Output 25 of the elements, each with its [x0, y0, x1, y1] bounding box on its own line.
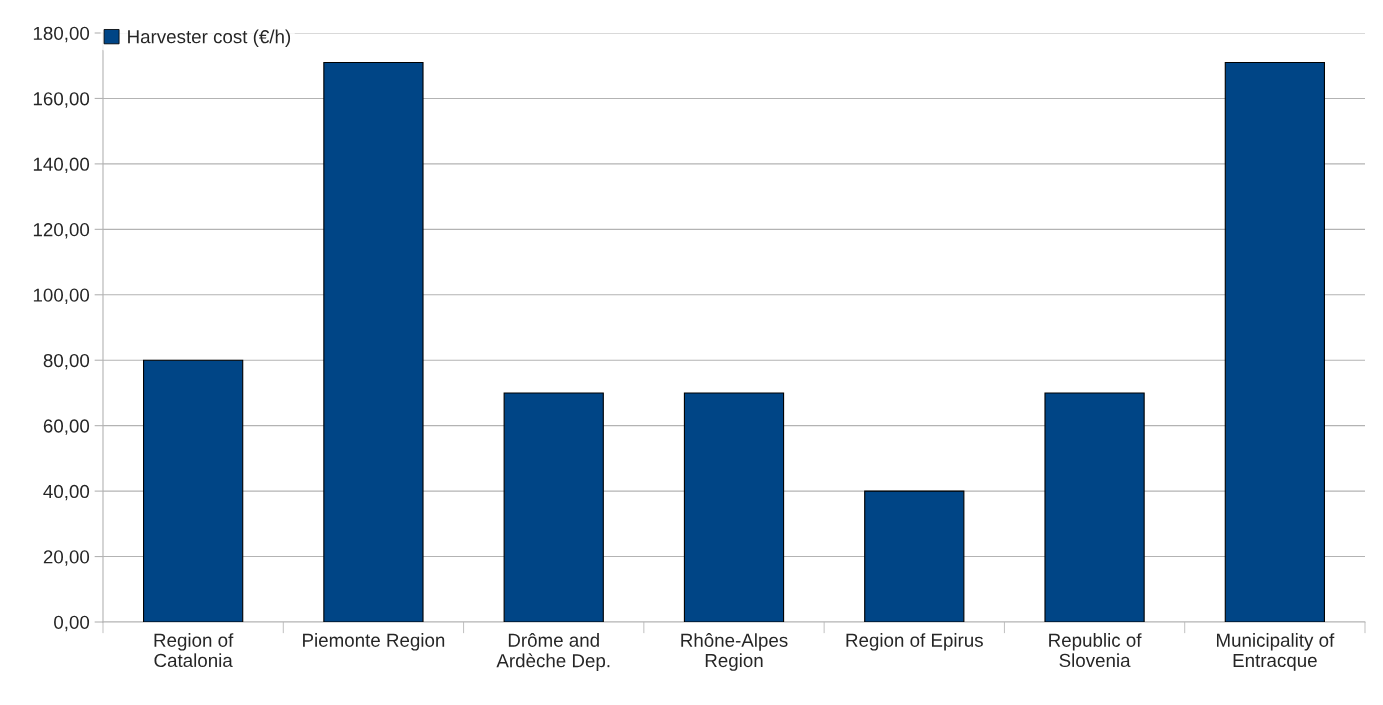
y-tick-label: 100,00	[33, 288, 90, 304]
x-tick-label: Drôme and Ardèche Dep.	[496, 633, 610, 672]
x-tick-label: Region of Epirus	[846, 633, 983, 651]
y-tick-label: 120,00	[33, 223, 90, 239]
y-tick-label: 160,00	[33, 92, 90, 108]
bar	[683, 392, 785, 622]
y-tick-label: 140,00	[33, 157, 90, 174]
bar	[1224, 61, 1325, 622]
y-tick-label: 60,00	[43, 419, 90, 435]
x-tick-label: Rhône-Alpes Region	[681, 633, 788, 671]
x-tick-label: Piemonte Region	[303, 633, 445, 651]
legend-label: Harvester cost (€/h)	[128, 29, 291, 48]
x-tick-label: Municipality of Entracque	[1217, 633, 1335, 671]
x-tick-label: Republic of Slovenia	[1049, 633, 1142, 668]
y-tick-label: 0,00	[54, 615, 90, 632]
y-tick-label: 40,00	[43, 484, 90, 501]
bar	[864, 490, 965, 622]
bar	[323, 61, 424, 622]
y-tick-label: 180,00	[33, 26, 90, 43]
bar	[1044, 392, 1145, 622]
y-tick-label: 20,00	[43, 550, 90, 566]
bar	[143, 359, 244, 622]
y-tick-label: 80,00	[43, 353, 90, 370]
bar	[503, 392, 604, 622]
x-tick-label: Region of Catalonia	[154, 633, 234, 668]
